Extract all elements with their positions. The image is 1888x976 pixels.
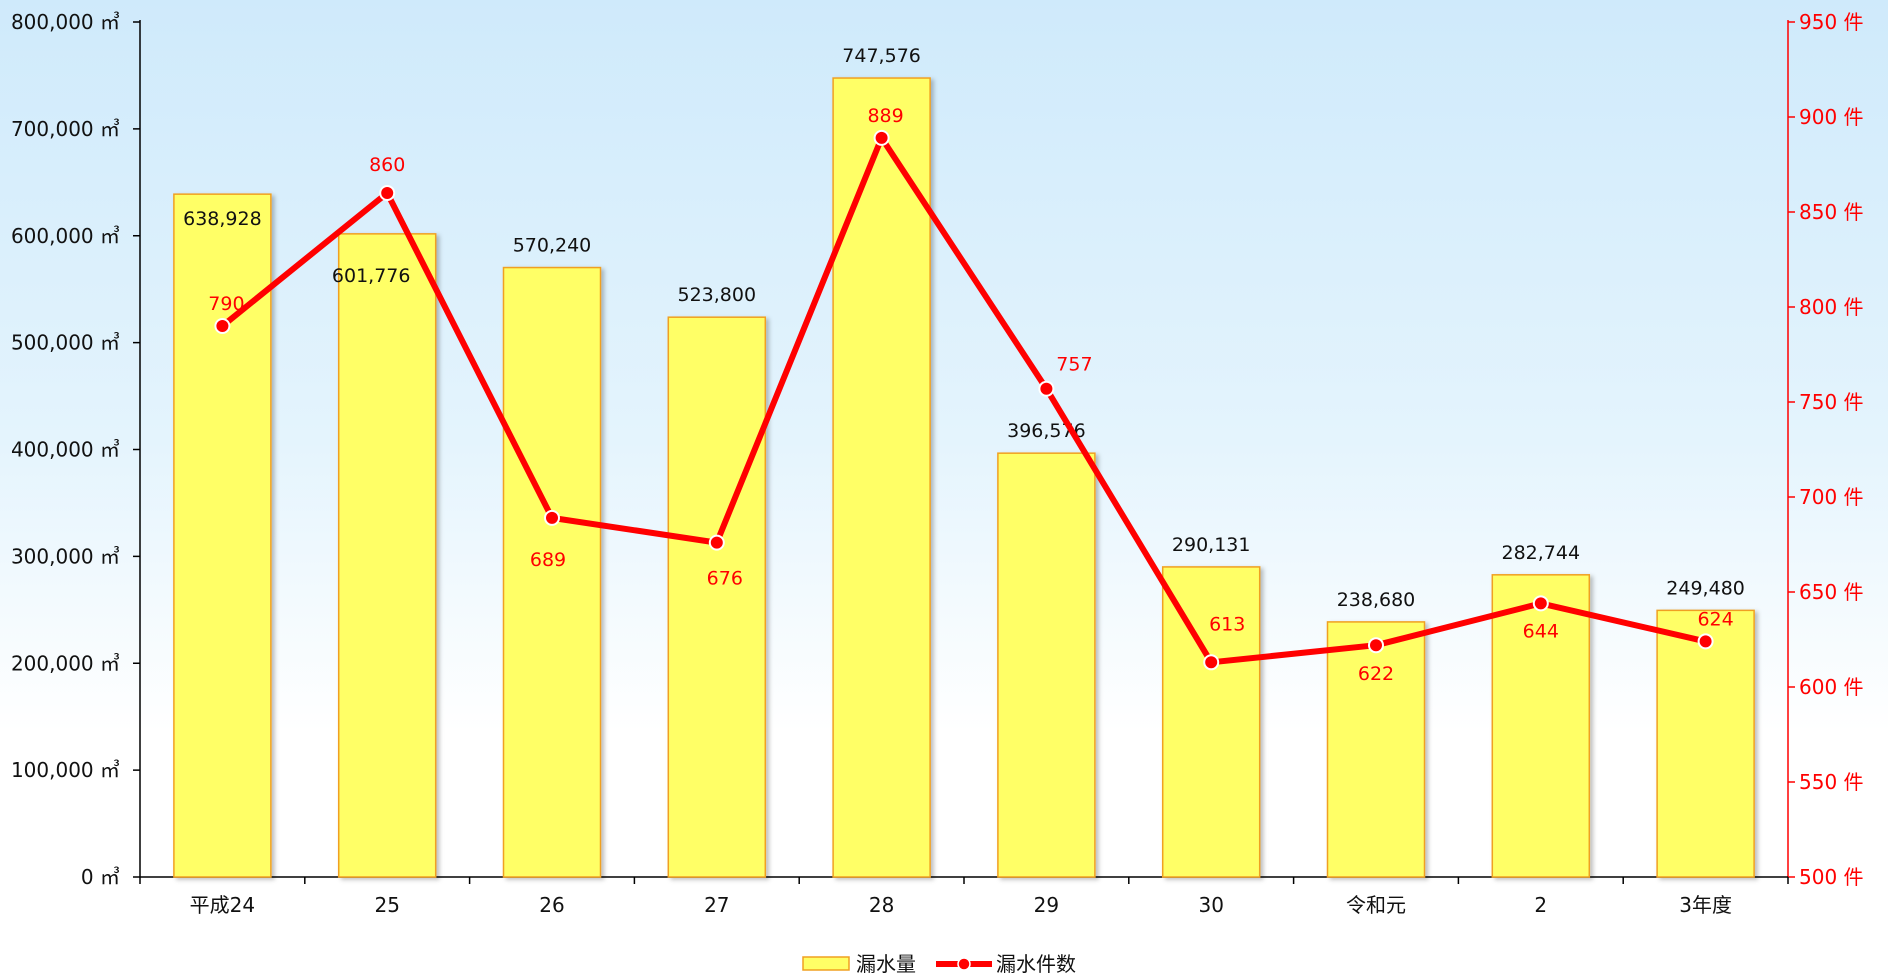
right-tick-label: 500 件 xyxy=(1799,865,1864,889)
left-tick-label: 400,000 ㎥ xyxy=(11,438,120,462)
x-tick-label: 28 xyxy=(869,893,894,917)
x-tick-label: 25 xyxy=(374,893,399,917)
line-point-1 xyxy=(379,185,396,201)
bar-value-label: 638,928 xyxy=(183,208,262,230)
x-tick-label: 27 xyxy=(704,893,729,917)
line-value-label: 676 xyxy=(707,568,743,590)
line-point-9 xyxy=(1697,633,1714,650)
legend-line-label: 漏水件数 xyxy=(996,952,1076,976)
right-tick-label: 850 件 xyxy=(1799,200,1864,224)
left-tick-label: 0 ㎥ xyxy=(81,865,120,889)
line-point-3 xyxy=(708,534,725,551)
line-point-2 xyxy=(544,509,560,526)
line-value-label: 613 xyxy=(1209,613,1245,635)
bar-value-label: 238,680 xyxy=(1337,589,1416,611)
line-value-label: 689 xyxy=(530,549,566,571)
x-tick-label: 2 xyxy=(1534,893,1547,917)
line-value-label: 624 xyxy=(1697,608,1733,630)
bar-3 xyxy=(667,316,767,878)
bar-8 xyxy=(1491,574,1591,878)
right-tick-label: 900 件 xyxy=(1799,105,1864,129)
bar-value-label: 601,776 xyxy=(332,265,411,287)
line-value-label: 644 xyxy=(1523,620,1559,642)
left-tick-label: 800,000 ㎥ xyxy=(11,10,120,34)
line-point-8 xyxy=(1532,595,1549,612)
x-tick-label: 令和元 xyxy=(1346,893,1406,917)
x-tick-label: 平成24 xyxy=(190,893,255,917)
x-tick-label: 3年度 xyxy=(1679,893,1732,917)
bar-value-label: 282,744 xyxy=(1502,542,1581,564)
legend-bar-swatch xyxy=(802,956,850,971)
line-point-5 xyxy=(1038,380,1055,397)
right-tick-label: 700 件 xyxy=(1799,485,1864,509)
right-tick-label: 950 件 xyxy=(1799,10,1864,34)
left-tick-label: 500,000 ㎥ xyxy=(11,331,120,355)
legend-line-marker xyxy=(957,957,971,971)
left-tick-label: 600,000 ㎥ xyxy=(11,224,120,248)
line-series-path xyxy=(219,134,1709,666)
left-tick-label: 200,000 ㎥ xyxy=(11,651,120,675)
bar-7 xyxy=(1326,621,1426,878)
legend-bar-label: 漏水量 xyxy=(856,952,916,976)
bar-value-label: 747,576 xyxy=(842,45,921,67)
bar-value-label: 290,131 xyxy=(1172,534,1251,556)
x-tick-label: 30 xyxy=(1198,893,1223,917)
line-value-label: 860 xyxy=(369,154,405,176)
bar-value-label: 570,240 xyxy=(513,235,592,257)
right-tick-label: 550 件 xyxy=(1799,770,1864,794)
right-tick-label: 800 件 xyxy=(1799,295,1864,319)
left-tick-label: 700,000 ㎥ xyxy=(11,117,120,141)
right-tick-label: 650 件 xyxy=(1799,580,1864,604)
bar-2 xyxy=(502,266,602,878)
bar-1 xyxy=(337,233,437,878)
bar-9 xyxy=(1656,609,1755,878)
bar-0 xyxy=(173,193,272,878)
bar-value-label: 523,800 xyxy=(678,284,757,306)
x-tick-label: 26 xyxy=(539,893,564,917)
left-tick-label: 300,000 ㎥ xyxy=(11,544,120,568)
bar-4 xyxy=(832,77,931,878)
line-value-label: 790 xyxy=(208,293,244,315)
left-tick-label: 100,000 ㎥ xyxy=(11,758,120,782)
line-value-label: 757 xyxy=(1056,354,1092,376)
line-value-label: 889 xyxy=(867,105,903,127)
line-point-0 xyxy=(214,318,231,334)
bar-5 xyxy=(997,452,1096,878)
right-tick-label: 750 件 xyxy=(1799,390,1864,414)
line-point-4 xyxy=(873,129,890,146)
bar-6 xyxy=(1161,566,1261,878)
bar-value-label: 249,480 xyxy=(1666,577,1745,599)
x-tick-label: 29 xyxy=(1034,893,1059,917)
line-point-7 xyxy=(1368,637,1384,654)
right-tick-label: 600 件 xyxy=(1799,675,1864,699)
line-point-6 xyxy=(1203,654,1220,671)
line-value-label: 622 xyxy=(1358,663,1394,685)
